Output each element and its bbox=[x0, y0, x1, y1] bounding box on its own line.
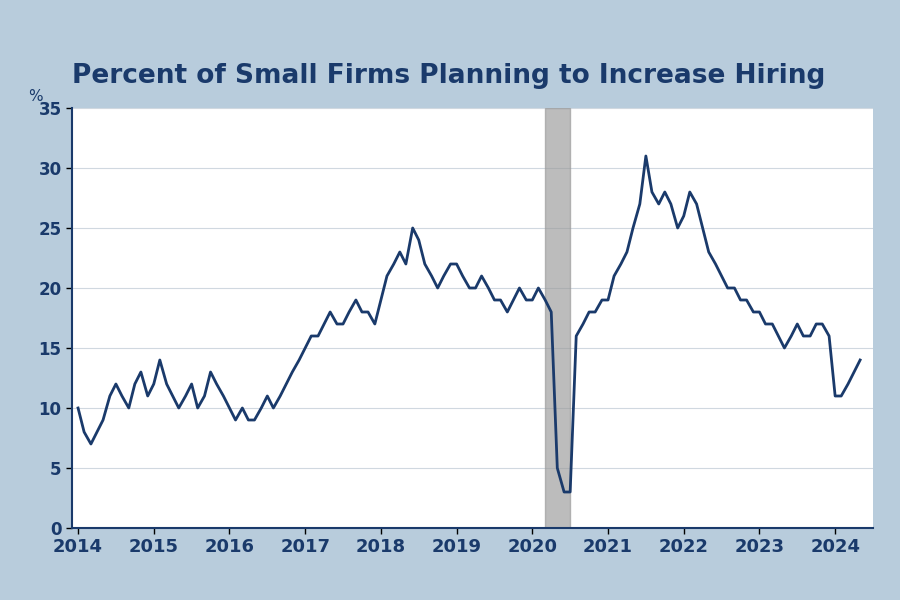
Text: %: % bbox=[28, 89, 42, 104]
Bar bbox=[545, 108, 571, 528]
Text: Percent of Small Firms Planning to Increase Hiring: Percent of Small Firms Planning to Incre… bbox=[72, 63, 825, 89]
